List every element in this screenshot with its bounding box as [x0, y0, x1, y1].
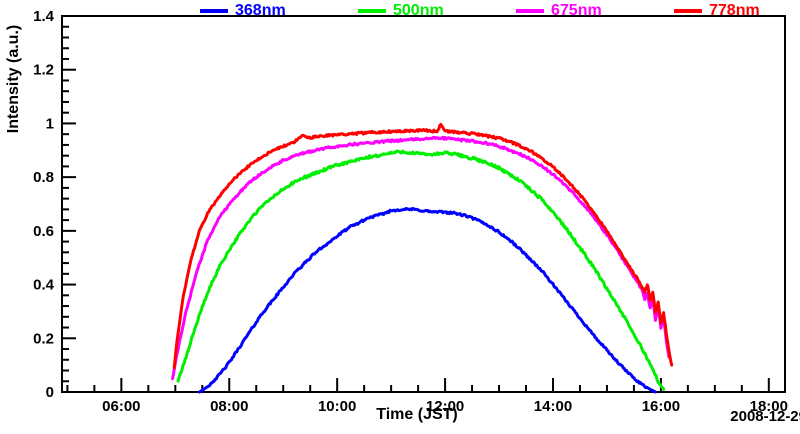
y-tick-label: 1.2	[33, 62, 54, 79]
x-axis-title: Time (JST)	[376, 406, 458, 423]
x-tick-label: 10:00	[318, 398, 356, 415]
legend-item-368nm: 368nm	[200, 1, 286, 21]
legend-label: 778nm	[709, 2, 760, 19]
y-tick-label: 0.6	[33, 223, 54, 240]
x-tick-label: 14:00	[534, 398, 572, 415]
x-tick-label: 08:00	[210, 398, 248, 415]
y-tick-label: 0	[46, 384, 54, 401]
x-tick-label: 12:00	[426, 398, 464, 415]
y-tick-label: 0.8	[33, 169, 54, 186]
x-tick-label: 18:00	[750, 398, 788, 415]
chart-legend: 368nm 500nm 675nm 778nm	[0, 0, 800, 22]
legend-label: 500nm	[393, 2, 444, 19]
legend-item-500nm: 500nm	[358, 1, 444, 21]
legend-label: 368nm	[235, 2, 286, 19]
series-675nm	[171, 135, 671, 381]
series-778nm	[172, 123, 674, 370]
series-500nm	[176, 149, 666, 391]
legend-label: 675nm	[551, 2, 602, 19]
legend-item-675nm: 675nm	[516, 1, 602, 21]
legend-swatch-778nm	[674, 9, 702, 13]
y-tick-label: 0.2	[33, 330, 54, 347]
legend-swatch-368nm	[200, 9, 228, 13]
y-tick-label: 0.4	[33, 277, 55, 294]
x-tick-label: 06:00	[102, 398, 140, 415]
x-tick-label: 16:00	[642, 398, 680, 415]
y-tick-label: 1	[46, 115, 54, 132]
y-axis-title: Intensity (a.u.)	[5, 24, 22, 134]
series-368nm	[198, 206, 657, 394]
date-annotation: 2008-12-29	[730, 408, 800, 425]
legend-swatch-675nm	[516, 9, 544, 13]
legend-item-778nm: 778nm	[674, 1, 760, 21]
legend-swatch-500nm	[358, 9, 386, 13]
y-tick-label: 1.4	[33, 8, 55, 25]
